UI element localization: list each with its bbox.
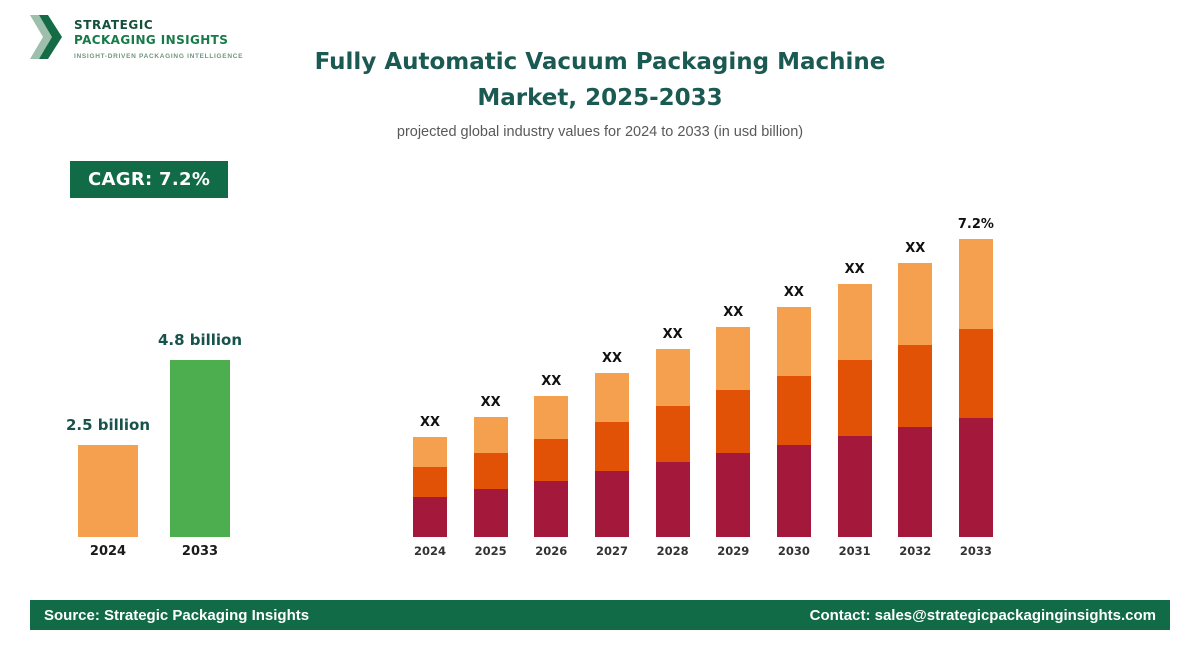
mini-bar-area: 4.8 billion — [158, 307, 242, 537]
stacked-bar-segment-middle — [837, 360, 872, 436]
stacked-bar-year-label: 2025 — [474, 544, 507, 558]
stacked-bar-segment-middle — [473, 453, 508, 489]
stacked-bar-segment-bottom — [594, 471, 629, 537]
mini-chart: 2.5 billion 2024 4.8 billion 2033 — [66, 307, 242, 559]
stacked-bar-segment-top — [655, 349, 690, 406]
stacked-bar-year-label: 2024 — [413, 544, 446, 558]
stacked-bar-value-label: XX — [844, 262, 865, 277]
stacked-bar-value-label: XX — [783, 285, 804, 300]
stacked-chart-column: XX 2026 — [533, 207, 569, 558]
stacked-bar-year-label: 2030 — [777, 544, 810, 558]
stacked-bar-segment-bottom — [958, 418, 993, 537]
stacked-bar-segment-bottom — [837, 436, 872, 537]
stacked-bar-year-label: 2027 — [595, 544, 628, 558]
st-bar-area: XX — [594, 207, 629, 537]
stacked-bar-segment-top — [473, 417, 508, 453]
stacked-chart-column: XX 2031 — [837, 207, 873, 558]
mini-bar-year-label: 2033 — [181, 544, 219, 559]
brand-name-line1: STRATEGIC — [74, 18, 154, 32]
st-bar-area: XX — [473, 207, 508, 537]
st-bar-area: XX — [534, 207, 569, 537]
stacked-bar-value-label: XX — [541, 374, 562, 389]
stacked-bar-year-label: 2033 — [959, 544, 992, 558]
mini-bar — [78, 445, 138, 537]
stacked-bar-segment-bottom — [776, 445, 811, 537]
stacked-bar-year-label: 2031 — [838, 544, 871, 558]
stacked-bar-value-label: XX — [419, 415, 441, 430]
brand-text: STRATEGIC PACKAGING INSIGHTS INSIGHT-DRI… — [74, 14, 243, 60]
stacked-bar-segment-top — [837, 284, 872, 360]
stacked-bar-segment-middle — [413, 467, 447, 497]
stacked-bar-value-label: 7.2% — [957, 217, 994, 232]
stacked-bar-segment-bottom — [716, 453, 751, 537]
stacked-bar-segment-top — [716, 327, 751, 390]
st-bar-area: XX — [716, 207, 751, 537]
header: Fully Automatic Vacuum Packaging Machine… — [0, 44, 1200, 140]
stacked-bar-segment-middle — [716, 390, 751, 453]
stacked-bar-year-label: 2032 — [899, 544, 932, 558]
stacked-bar-segment-top — [776, 307, 811, 376]
stacked-bar-segment-top — [594, 373, 629, 422]
stacked-chart-column: XX 2025 — [473, 207, 509, 558]
footer-bar: Source: Strategic Packaging Insights Con… — [30, 600, 1170, 630]
stacked-bar-segment-middle — [534, 439, 569, 481]
stacked-bar-value-label: XX — [601, 351, 622, 366]
stacked-bar-segment-middle — [776, 376, 811, 445]
stacked-bar-segment-bottom — [473, 489, 508, 537]
brand-chevron-icon — [30, 15, 62, 59]
stacked-chart-column: XX 2030 — [776, 207, 812, 558]
stacked-chart: XX 2024 XX 2025 XX 2026 XX 2027 XX 2028 XX 2029 XX 20… — [412, 207, 994, 558]
stacked-bar-segment-bottom — [898, 427, 933, 537]
stacked-chart-column: XX 2032 — [897, 207, 933, 558]
mini-bar-value-label: 4.8 billion — [157, 331, 243, 349]
stacked-bar-segment-top — [958, 239, 993, 329]
stacked-chart-column: XX 2029 — [715, 207, 751, 558]
stacked-chart-column: 7.2% 2033 — [958, 207, 994, 558]
st-bar-area: 7.2% — [958, 207, 994, 537]
st-bar-area: XX — [898, 207, 933, 537]
mini-bar-value-label: 2.5 billion — [65, 416, 151, 434]
stacked-bar-segment-bottom — [413, 497, 447, 537]
stacked-bar-segment-bottom — [655, 462, 690, 537]
stacked-bar-value-label: XX — [905, 241, 926, 256]
brand-name-line2: PACKAGING INSIGHTS — [74, 33, 229, 47]
mini-chart-column: 4.8 billion 2033 — [158, 307, 242, 559]
stacked-bar-segment-bottom — [534, 481, 569, 537]
footer-contact: Contact: sales@strategicpackaginginsight… — [809, 606, 1156, 624]
stacked-bar-segment-top — [898, 263, 933, 345]
st-bar-area: XX — [837, 207, 872, 537]
st-bar-area: XX — [655, 207, 690, 537]
page-title-line1: Fully Automatic Vacuum Packaging Machine — [314, 49, 886, 75]
stacked-bar-segment-middle — [655, 406, 690, 462]
mini-chart-column: 2.5 billion 2024 — [66, 307, 150, 559]
cagr-badge: CAGR: 7.2% — [70, 161, 229, 198]
st-bar-area: XX — [413, 207, 447, 537]
stacked-bar-segment-middle — [958, 329, 993, 418]
stacked-bar-year-label: 2028 — [656, 544, 689, 558]
stacked-bar-year-label: 2029 — [717, 544, 750, 558]
brand-tagline: INSIGHT-DRIVEN PACKAGING INTELLIGENCE — [74, 53, 244, 60]
stacked-chart-column: XX 2027 — [594, 207, 630, 558]
mini-bar-area: 2.5 billion — [66, 307, 150, 537]
stacked-bar-value-label: XX — [662, 327, 683, 342]
page-title-line2: Market, 2025-2033 — [477, 85, 723, 111]
stacked-chart-column: XX 2028 — [655, 207, 691, 558]
stacked-bar-year-label: 2026 — [535, 544, 568, 558]
mini-bar-year-label: 2024 — [89, 544, 127, 559]
stacked-chart-column: XX 2024 — [412, 207, 448, 558]
stacked-bar-segment-middle — [898, 345, 933, 427]
stacked-bar-segment-top — [413, 437, 447, 467]
brand-logo: STRATEGIC PACKAGING INSIGHTS INSIGHT-DRI… — [30, 14, 243, 60]
stacked-bar-segment-middle — [594, 422, 629, 471]
page-subtitle: projected global industry values for 202… — [396, 124, 804, 140]
mini-bar — [170, 360, 230, 537]
stacked-bar-value-label: XX — [480, 395, 501, 410]
footer-source: Source: Strategic Packaging Insights — [44, 606, 310, 624]
stacked-bar-value-label: XX — [723, 305, 744, 320]
stacked-bar-segment-top — [534, 396, 569, 439]
st-bar-area: XX — [776, 207, 811, 537]
